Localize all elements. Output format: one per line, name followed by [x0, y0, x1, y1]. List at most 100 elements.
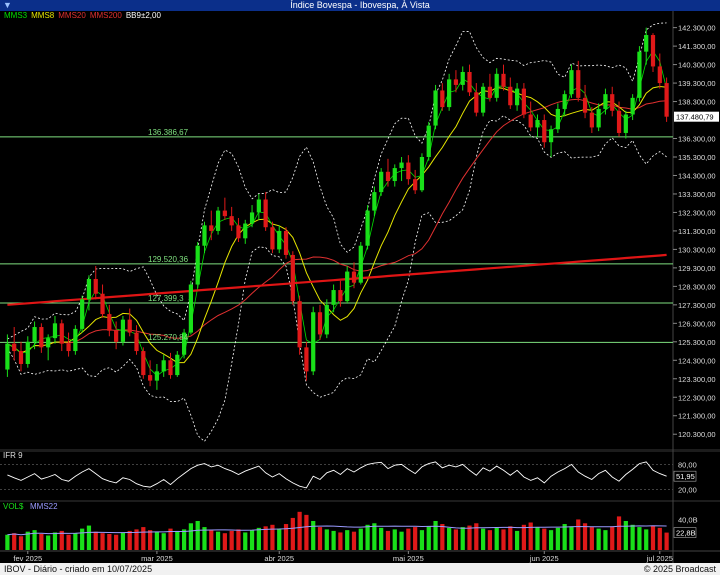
volume-bar — [46, 535, 51, 550]
candle-body — [195, 245, 200, 285]
candle-body — [229, 216, 234, 226]
volume-bar — [283, 524, 289, 550]
volume-bar — [508, 526, 513, 550]
volume-bar — [93, 531, 98, 550]
volume-bar — [379, 527, 384, 550]
volume-bar — [582, 523, 588, 550]
volume-bar — [596, 528, 601, 550]
candle-body — [270, 227, 275, 250]
candle-body — [569, 70, 574, 95]
candle-body — [283, 230, 289, 255]
candle-body — [467, 71, 472, 93]
candle-body — [290, 254, 295, 302]
volume-bar — [5, 534, 10, 550]
window-title-bar: ▼ Índice Bovespa - Ibovespa, À Vista — [0, 0, 720, 11]
ifr-title: IFR 9 — [3, 451, 23, 460]
volume-current-label: 22,8B — [676, 529, 696, 538]
candle-body — [616, 110, 622, 133]
volume-bar — [66, 534, 71, 550]
volume-bar — [243, 532, 248, 550]
volume-bar — [73, 533, 78, 550]
candle-body — [603, 94, 608, 109]
y-tick-label: 123.300,00 — [678, 375, 716, 384]
y-tick-label: 139.300,00 — [678, 79, 716, 88]
volume-bar — [39, 533, 44, 550]
volume-bar — [501, 529, 506, 550]
volume-bar — [324, 529, 329, 550]
ifr-line — [7, 461, 667, 489]
candle-body — [447, 79, 452, 108]
volume-bar — [297, 511, 302, 550]
volume-bar — [447, 527, 452, 550]
y-tick-label: 131.300,00 — [678, 227, 716, 236]
y-tick-label: 125.300,00 — [678, 338, 716, 347]
candle-body — [413, 179, 418, 191]
candle-body — [25, 341, 30, 364]
candle-body — [365, 210, 370, 246]
volume-bar — [562, 524, 567, 550]
volume-bar — [576, 519, 581, 550]
volume-bar — [107, 533, 112, 550]
volume-bar — [270, 524, 275, 550]
candle-body — [12, 343, 17, 352]
volume-bar — [120, 532, 126, 550]
y-tick-label: 134.300,00 — [678, 171, 716, 180]
x-tick-label: abr 2025 — [264, 554, 294, 563]
candle-body — [548, 129, 554, 143]
volume-bar — [32, 530, 37, 550]
mms200-line — [7, 253, 667, 306]
volume-bar — [365, 524, 370, 550]
candle-body — [650, 35, 656, 67]
volume-bar — [175, 530, 180, 550]
candle-body — [358, 245, 363, 283]
candle-body — [114, 330, 119, 342]
volume-bar — [236, 529, 241, 550]
volume-bar — [487, 530, 493, 550]
candle-body — [154, 371, 160, 381]
candle-body — [433, 90, 438, 126]
candle-body — [175, 354, 180, 376]
candle-body — [528, 114, 533, 128]
volume-bar — [168, 528, 173, 550]
volume-bar — [114, 534, 119, 550]
volume-bar — [25, 531, 30, 550]
volume-bar — [59, 530, 64, 550]
volume-bar — [256, 527, 261, 550]
legend-item: MMS8 — [31, 11, 55, 20]
volume-bar — [623, 520, 628, 550]
candle-body — [5, 343, 10, 370]
volume-bar — [188, 523, 193, 550]
volume-bar — [311, 520, 316, 550]
ifr-current-label: 51,95 — [676, 472, 695, 481]
volume-bar — [542, 528, 547, 550]
candle-body — [236, 225, 241, 239]
candle-body — [263, 199, 268, 228]
volume-bar — [52, 532, 58, 550]
candle-body — [542, 120, 547, 143]
bollinger-upper-band — [7, 22, 667, 340]
panel-separator — [0, 449, 720, 452]
volume-bar — [467, 525, 472, 550]
candle-body — [317, 312, 323, 335]
volume-bar — [664, 532, 669, 550]
candle-body — [582, 97, 588, 113]
chevron-down-icon[interactable]: ▼ — [3, 0, 12, 10]
candle-body — [385, 171, 391, 182]
indicator-legend: MMS3 MMS8 MMS20 MMS200 BB9±2,00 — [4, 11, 165, 21]
volume-bar — [548, 530, 554, 550]
volume-bar — [460, 527, 465, 550]
candle-body — [644, 35, 649, 52]
candle-body — [127, 319, 132, 333]
candle-body — [222, 210, 227, 217]
candle-body — [474, 92, 479, 113]
volume-bar — [263, 526, 268, 550]
volume-title: VOL$ — [3, 502, 24, 511]
volume-bar — [610, 526, 615, 550]
y-tick-label: 126.300,00 — [678, 319, 716, 328]
y-tick-label: 133.300,00 — [678, 190, 716, 199]
mms8-line — [7, 85, 667, 364]
candle-body — [46, 338, 51, 348]
volume-bar — [345, 530, 350, 550]
volume-bar — [358, 528, 363, 550]
